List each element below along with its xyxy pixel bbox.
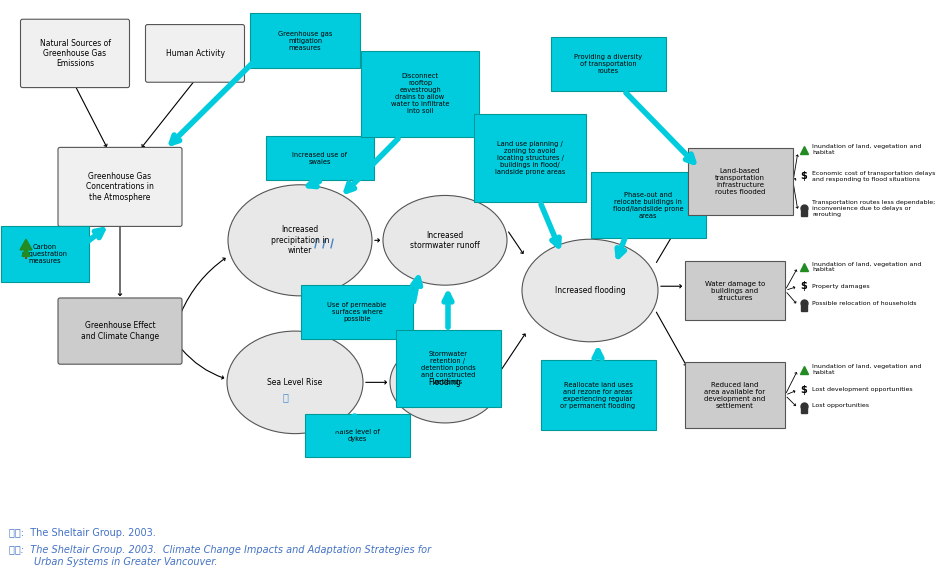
Text: Inundation of land, vegetation and
habitat: Inundation of land, vegetation and habit… xyxy=(812,364,921,375)
Text: $: $ xyxy=(801,171,808,181)
Bar xyxy=(250,13,360,68)
Bar xyxy=(395,330,500,407)
Bar xyxy=(301,285,413,339)
Bar xyxy=(304,415,409,457)
Text: Inundation of land, vegetation and
habitat: Inundation of land, vegetation and habit… xyxy=(812,262,921,273)
Text: Disconnect
rooftop
eavestrough
drains to allow
water to infiltrate
into soil: Disconnect rooftop eavestrough drains to… xyxy=(391,73,449,115)
Text: Stormwater
retention /
detention ponds
and constructed
wetlands: Stormwater retention / detention ponds a… xyxy=(421,352,475,386)
Text: Use of permeable
surfaces where
possible: Use of permeable surfaces where possible xyxy=(328,302,387,322)
Text: Sea Level Rise: Sea Level Rise xyxy=(268,378,323,387)
Bar xyxy=(541,360,655,431)
Text: Economic cost of transportation delays
and responding to flood situations: Economic cost of transportation delays a… xyxy=(812,171,935,182)
Text: Providing a diversity
of transportation
routes: Providing a diversity of transportation … xyxy=(574,54,642,74)
Text: Property damages: Property damages xyxy=(812,284,870,289)
Bar xyxy=(1,227,89,282)
Text: Lost development opportunities: Lost development opportunities xyxy=(812,387,913,392)
FancyBboxPatch shape xyxy=(21,19,130,87)
Text: Possible relocation of households: Possible relocation of households xyxy=(812,301,916,306)
Text: $: $ xyxy=(801,281,808,291)
Ellipse shape xyxy=(390,342,500,423)
Bar xyxy=(266,136,374,181)
Text: Carbon
sequestration
measures: Carbon sequestration measures xyxy=(22,244,68,264)
Text: Greenhouse Gas
Concentrations in
the Atmosphere: Greenhouse Gas Concentrations in the Atm… xyxy=(86,172,154,202)
Text: Increased use of
swales: Increased use of swales xyxy=(293,152,347,165)
Bar xyxy=(687,148,793,215)
Circle shape xyxy=(326,219,344,238)
Text: Increased flooding: Increased flooding xyxy=(555,286,625,295)
Text: 자료:  The Sheltair Group. 2003.: 자료: The Sheltair Group. 2003. xyxy=(9,528,162,538)
FancyBboxPatch shape xyxy=(146,24,244,82)
Text: Increased
precipitation in
winter: Increased precipitation in winter xyxy=(270,225,330,255)
Text: Greenhouse gas
mitigation
measures: Greenhouse gas mitigation measures xyxy=(278,31,332,51)
Bar xyxy=(685,261,785,320)
Bar xyxy=(591,172,705,238)
Polygon shape xyxy=(20,239,32,250)
Circle shape xyxy=(313,211,337,237)
Text: 자료:  The Sheltair Group. 2003.  Climate Change Impacts and Adaptation Strategies: 자료: The Sheltair Group. 2003. Climate Ch… xyxy=(9,545,432,567)
Bar xyxy=(685,362,785,428)
Ellipse shape xyxy=(228,185,372,296)
Text: $: $ xyxy=(801,385,808,395)
Text: Raise level of
dykes: Raise level of dykes xyxy=(334,429,379,442)
Text: Flooding: Flooding xyxy=(428,378,461,387)
Text: Increased
stormwater runoff: Increased stormwater runoff xyxy=(410,231,480,250)
Bar xyxy=(550,37,666,91)
Text: Inundation of land, vegetation and
habitat: Inundation of land, vegetation and habit… xyxy=(812,144,921,155)
Circle shape xyxy=(306,219,324,238)
Bar xyxy=(361,51,479,137)
Ellipse shape xyxy=(383,195,507,285)
Text: Human Activity: Human Activity xyxy=(165,49,224,58)
Text: Land-based
transportation
infrastructure
routes flooded: Land-based transportation infrastructure… xyxy=(715,168,765,195)
Text: 〰: 〰 xyxy=(282,392,288,402)
Text: Greenhouse Effect
and Climate Change: Greenhouse Effect and Climate Change xyxy=(81,321,159,341)
Bar xyxy=(474,114,586,202)
Text: Land use planning /
zoning to avoid
locating structures /
buildings in flood/
la: Land use planning / zoning to avoid loca… xyxy=(495,141,565,175)
Text: Phase-out and
relocate buildings in
flood/landslide prone
areas: Phase-out and relocate buildings in floo… xyxy=(612,191,684,219)
FancyBboxPatch shape xyxy=(58,147,182,227)
Text: Reallocate land uses
and rezone for areas
experiencing regular
or permanent floo: Reallocate land uses and rezone for area… xyxy=(561,382,636,408)
Text: Natural Sources of
Greenhouse Gas
Emissions: Natural Sources of Greenhouse Gas Emissi… xyxy=(39,39,111,68)
Text: Reduced land
area available for
development and
settlement: Reduced land area available for developm… xyxy=(704,382,765,408)
FancyBboxPatch shape xyxy=(58,298,182,364)
Polygon shape xyxy=(22,248,30,256)
Ellipse shape xyxy=(522,239,658,342)
Text: Water damage to
buildings and
structures: Water damage to buildings and structures xyxy=(705,281,765,300)
Ellipse shape xyxy=(227,331,363,433)
Text: Lost opportunities: Lost opportunities xyxy=(812,403,869,408)
Text: Transportation routes less dependable;
inconvenience due to delays or
rerouting: Transportation routes less dependable; i… xyxy=(812,200,935,216)
